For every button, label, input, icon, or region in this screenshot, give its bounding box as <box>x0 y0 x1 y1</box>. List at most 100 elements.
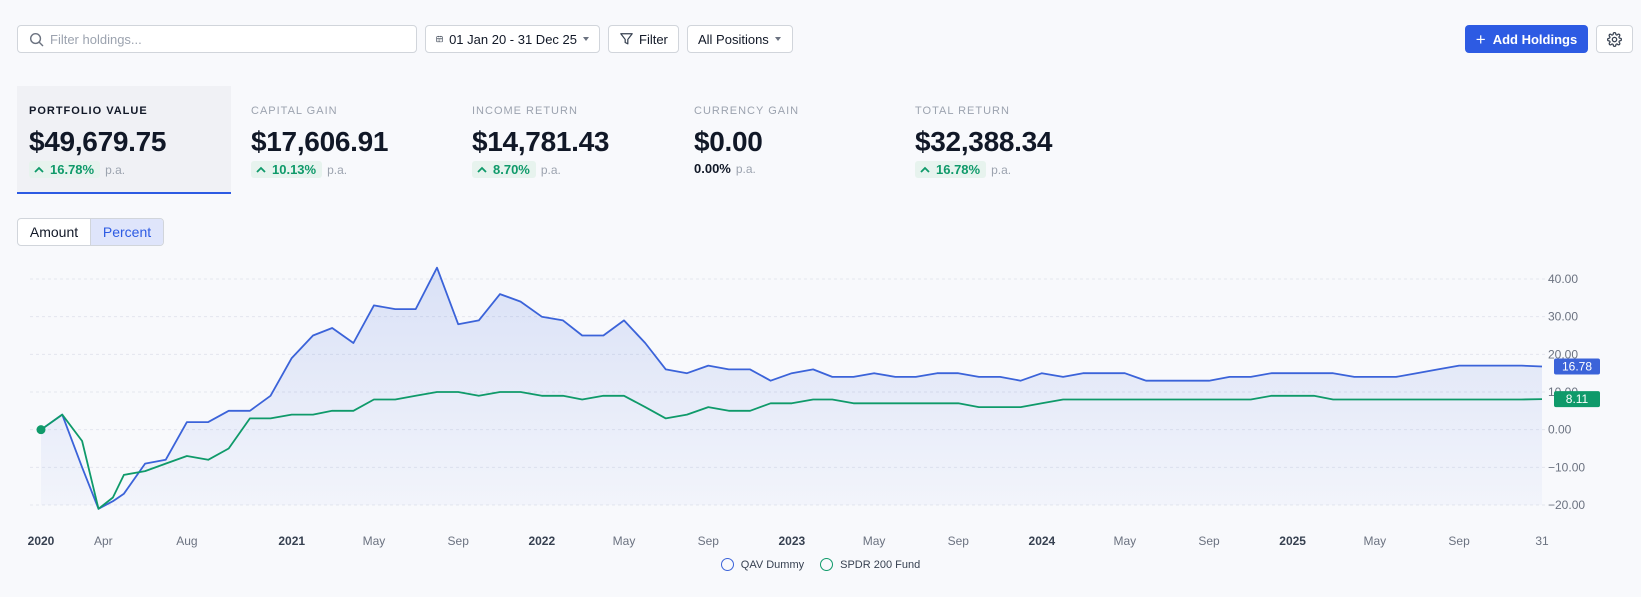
filter-button[interactable]: Filter <box>608 25 679 53</box>
change-value: 16.78% <box>936 162 981 177</box>
toggle-percent[interactable]: Percent <box>91 219 163 245</box>
chevron-up-icon <box>256 166 266 173</box>
x-tick-label: 2023 <box>778 534 805 548</box>
end-value-label: 8.11 <box>1566 392 1589 406</box>
chevron-down-icon <box>774 37 781 41</box>
metric-total-return[interactable]: TOTAL RETURN $32,388.34 16.78% p.a. <box>903 86 1117 194</box>
change-value: 10.13% <box>272 162 317 177</box>
positions-dropdown[interactable]: All Positions <box>687 25 793 53</box>
x-tick-label: 2024 <box>1029 534 1056 548</box>
positions-label: All Positions <box>698 31 769 47</box>
x-tick-label: Aug <box>176 534 197 548</box>
x-tick-label: 2022 <box>528 534 555 548</box>
performance-chart: 40.0030.0020.0010.000.00−10.00−20.002020… <box>28 266 1600 548</box>
metric-label: CURRENCY GAIN <box>694 105 800 117</box>
metric-change: 16.78% p.a. <box>915 161 1105 178</box>
x-tick-label: Apr <box>94 534 113 548</box>
x-tick-label: 2021 <box>278 534 305 548</box>
chevron-down-icon <box>583 37 589 41</box>
toggle-amount[interactable]: Amount <box>18 219 91 245</box>
metric-change: 16.78% p.a. <box>29 161 219 178</box>
metric-change: 0.00% p.a. <box>694 161 884 176</box>
end-value-badge <box>1554 391 1600 408</box>
metric-currency-gain[interactable]: CURRENCY GAIN $0.00 0.00% p.a. <box>682 86 896 194</box>
gear-icon <box>1607 31 1622 47</box>
calendar-icon <box>436 35 443 43</box>
x-tick-label: Sep <box>448 534 470 548</box>
metric-value: $32,388.34 <box>915 126 1053 157</box>
metric-change: 8.70% p.a. <box>472 161 662 178</box>
chevron-up-icon <box>477 166 487 173</box>
filter-icon <box>620 33 633 45</box>
x-tick-label: May <box>363 534 386 548</box>
metric-label: INCOME RETURN <box>472 105 578 117</box>
y-tick-label: 40.00 <box>1548 272 1578 286</box>
metric-label: TOTAL RETURN <box>915 105 1010 117</box>
chart-legend: QAV Dummy SPDR 200 Fund <box>0 558 1641 571</box>
legend-label: QAV Dummy <box>740 558 805 571</box>
metric-label: CAPITAL GAIN <box>251 105 338 117</box>
metrics-bar: PORTFOLIO VALUE $49,679.75 16.78% p.a. C… <box>17 86 1117 194</box>
y-tick-label: 30.00 <box>1548 310 1578 324</box>
x-tick-label: Sep <box>698 534 720 548</box>
pa-suffix: p.a. <box>735 161 756 176</box>
metric-change: 10.13% p.a. <box>251 161 441 178</box>
search-input[interactable] <box>50 31 390 47</box>
x-tick-label: 31 <box>1535 534 1549 548</box>
change-value: 0.00% <box>694 161 731 176</box>
metric-value: $14,781.43 <box>472 126 610 157</box>
metric-label: PORTFOLIO VALUE <box>29 105 148 117</box>
legend-label: SPDR 200 Fund <box>840 558 921 571</box>
legend-item-qav[interactable]: QAV Dummy <box>720 558 805 571</box>
x-tick-label: 2020 <box>28 534 55 548</box>
y-tick-label: 0.00 <box>1548 423 1572 437</box>
date-range-button[interactable]: 01 Jan 20 - 31 Dec 25 <box>425 25 600 53</box>
chevron-up-icon <box>920 166 930 173</box>
y-tick-label: 20.00 <box>1548 347 1578 361</box>
filter-label: Filter <box>639 31 668 47</box>
change-badge: 16.78% <box>915 161 987 178</box>
change-value: 8.70% <box>493 162 530 177</box>
metric-portfolio-value[interactable]: PORTFOLIO VALUE $49,679.75 16.78% p.a. <box>17 86 231 194</box>
x-tick-label: Sep <box>948 534 970 548</box>
date-range-label: 01 Jan 20 - 31 Dec 25 <box>449 31 577 47</box>
x-tick-label: May <box>1113 534 1136 548</box>
search-box[interactable] <box>17 25 417 53</box>
add-holdings-label: Add Holdings <box>1492 31 1578 47</box>
pa-suffix: p.a. <box>540 162 561 177</box>
x-tick-label: May <box>1364 534 1387 548</box>
series-area <box>41 267 1542 509</box>
pa-suffix: p.a. <box>105 162 126 177</box>
y-tick-label: −20.00 <box>1548 498 1585 512</box>
settings-button[interactable] <box>1596 25 1633 53</box>
search-icon <box>29 32 44 46</box>
change-badge: 16.78% <box>29 161 101 178</box>
x-tick-label: Sep <box>1198 534 1220 548</box>
add-holdings-button[interactable]: + Add Holdings <box>1465 25 1588 53</box>
x-tick-label: 2025 <box>1279 534 1306 548</box>
change-badge: 10.13% <box>251 161 323 178</box>
chevron-up-icon <box>34 166 44 173</box>
start-marker <box>36 425 46 435</box>
series-line <box>40 391 1543 510</box>
series-line <box>40 266 1543 510</box>
change-value: 16.78% <box>50 162 95 177</box>
pa-suffix: p.a. <box>327 162 348 177</box>
metric-value: $17,606.91 <box>251 126 389 157</box>
x-tick-label: May <box>863 534 886 548</box>
end-value-badge <box>1554 358 1600 375</box>
x-tick-label: May <box>613 534 636 548</box>
metric-capital-gain[interactable]: CAPITAL GAIN $17,606.91 10.13% p.a. <box>239 86 453 194</box>
legend-swatch <box>720 558 734 571</box>
y-tick-label: −10.00 <box>1548 460 1585 474</box>
plus-icon: + <box>1475 29 1486 49</box>
x-tick-label: Sep <box>1448 534 1470 548</box>
end-value-label: 16.78 <box>1562 359 1592 373</box>
change-badge: 8.70% <box>472 161 536 178</box>
legend-item-spdr[interactable]: SPDR 200 Fund <box>820 558 920 571</box>
legend-swatch <box>820 558 834 571</box>
view-toggle: Amount Percent <box>17 218 164 246</box>
metric-income-return[interactable]: INCOME RETURN $14,781.43 8.70% p.a. <box>460 86 674 194</box>
metric-value: $49,679.75 <box>29 126 167 157</box>
pa-suffix: p.a. <box>991 162 1012 177</box>
